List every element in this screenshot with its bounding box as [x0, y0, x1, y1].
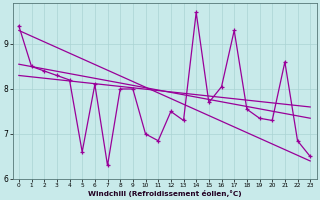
X-axis label: Windchill (Refroidissement éolien,°C): Windchill (Refroidissement éolien,°C)	[88, 190, 241, 197]
